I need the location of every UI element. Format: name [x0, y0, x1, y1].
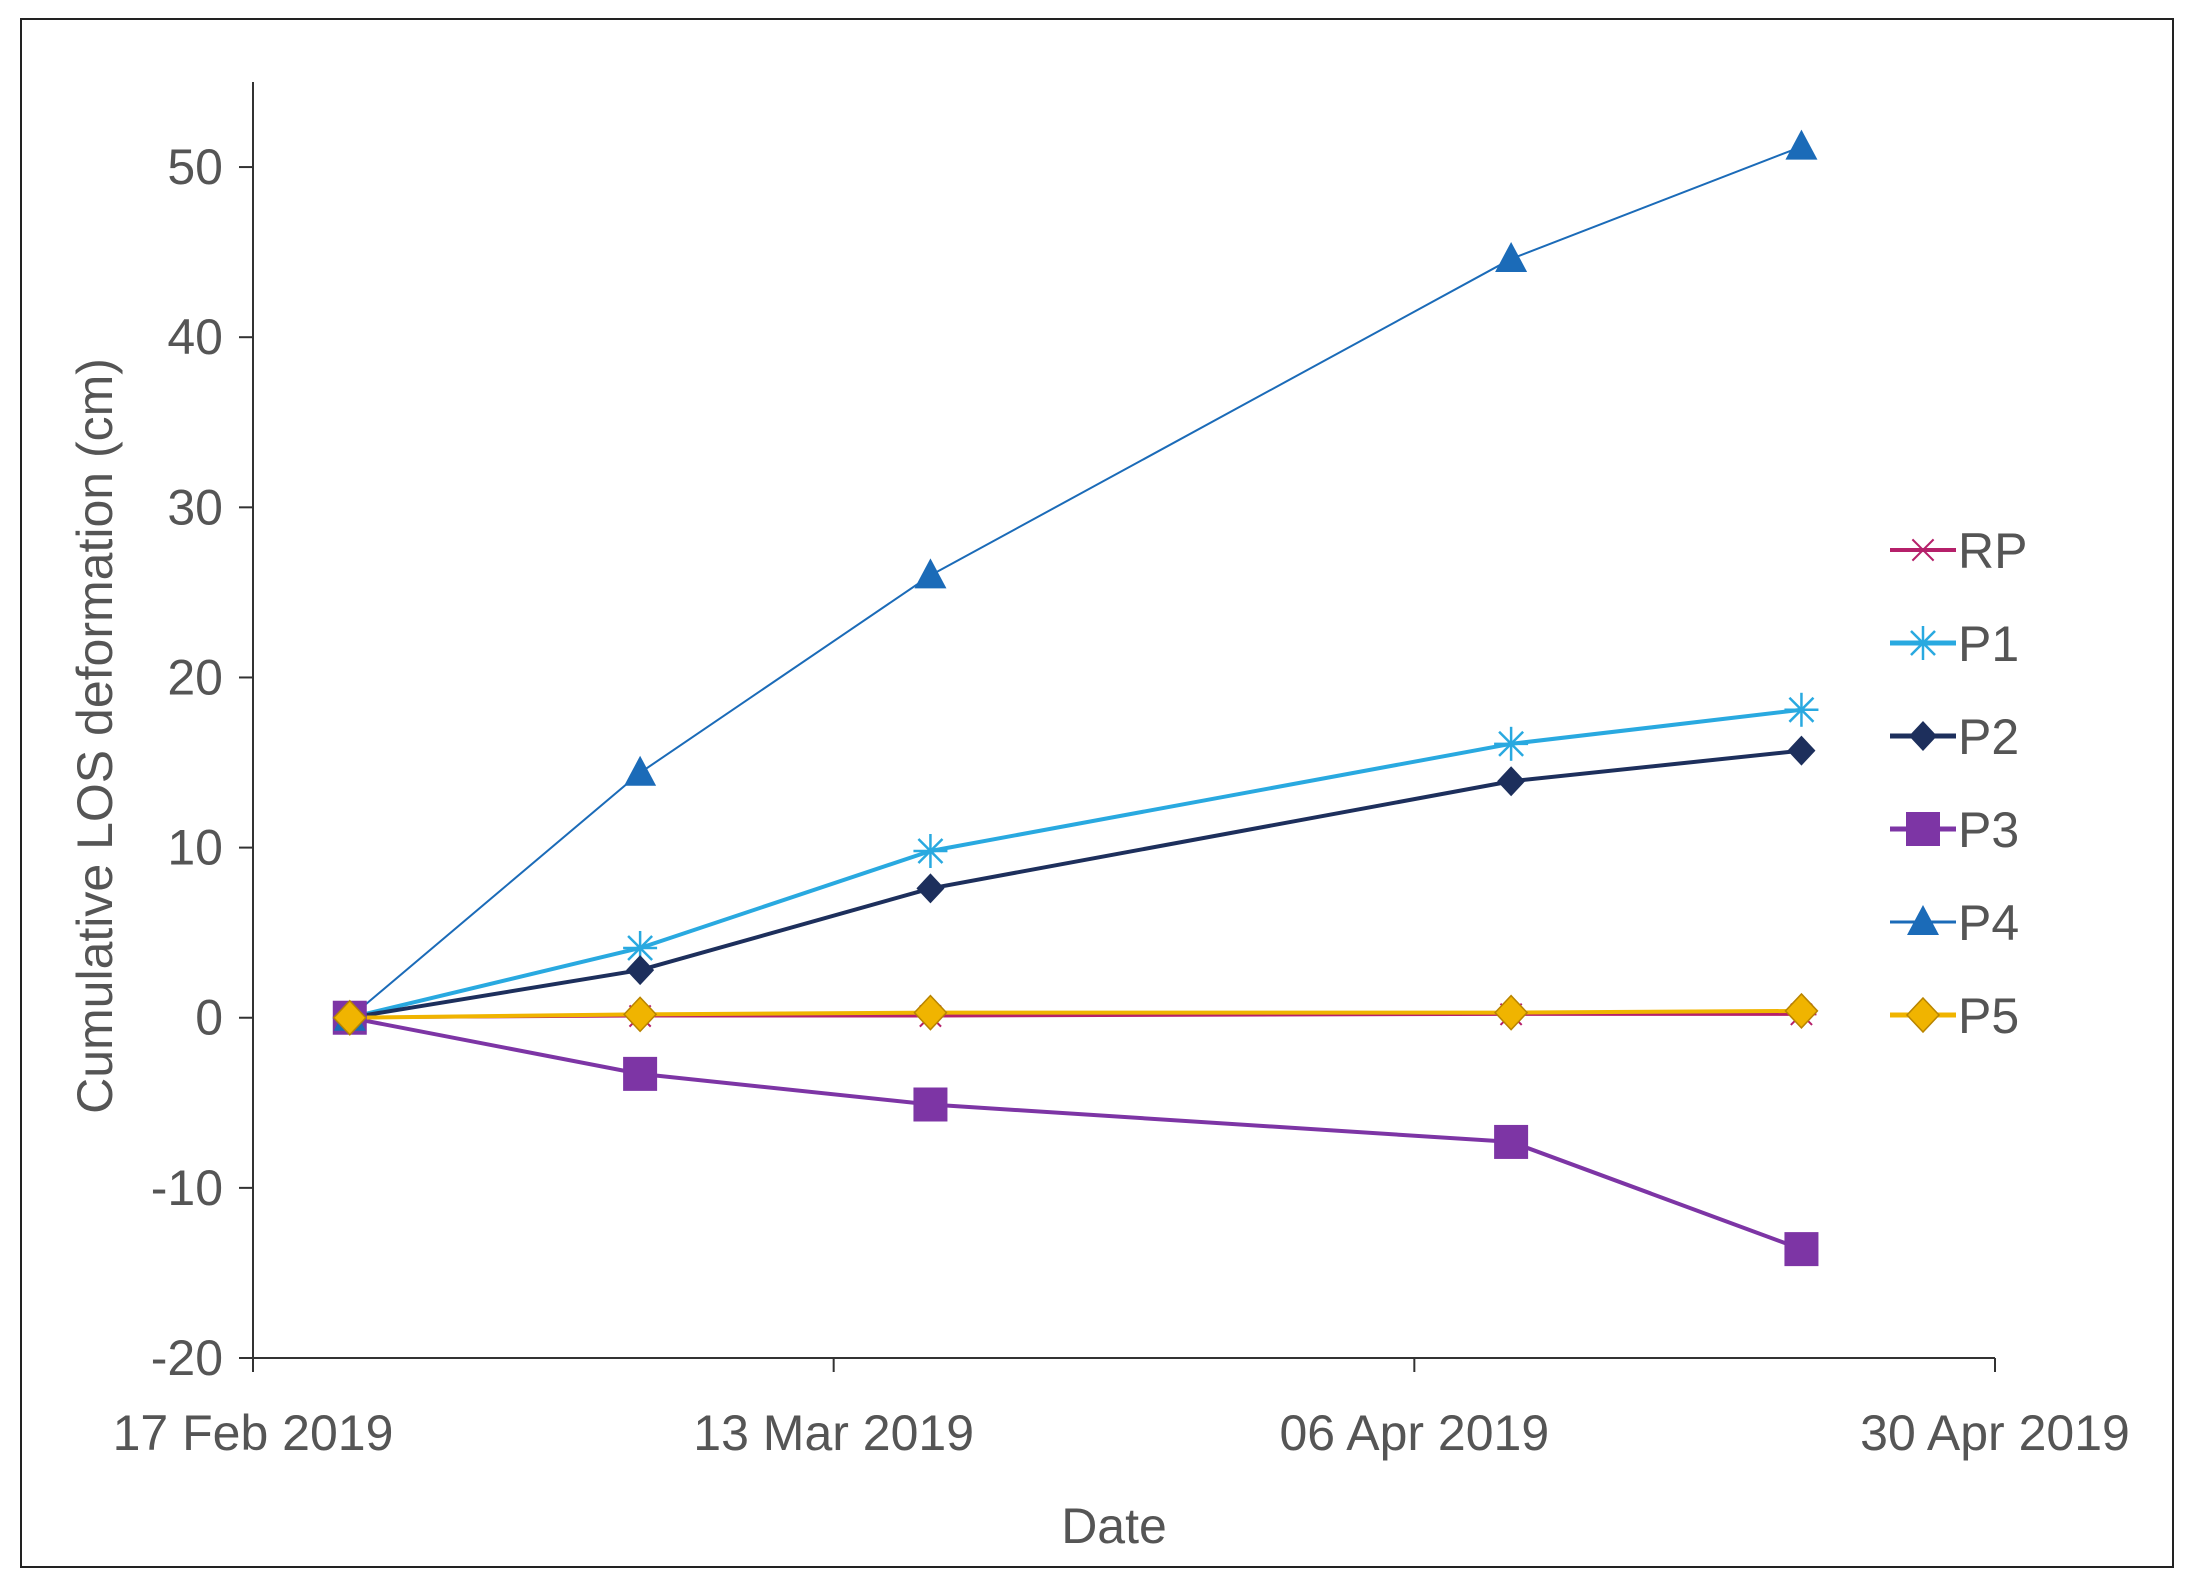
legend-item-p2: P2	[1890, 709, 2019, 765]
data-point-p1	[1494, 726, 1529, 761]
data-point-p1	[1784, 692, 1819, 727]
data-point-p3	[913, 1087, 948, 1122]
y-tick-label: -10	[151, 1160, 223, 1216]
axes: -20 -10 0 10 20 30 40 50 17 Feb 2019 13 Mar 2019 0…	[113, 82, 2130, 1461]
legend-swatch-marker	[1906, 812, 1940, 846]
legend-item-p5: P5	[1890, 988, 2019, 1044]
legend-label: P4	[1958, 895, 2019, 951]
legend-swatch-marker	[1909, 721, 1937, 751]
x-tick-label: 17 Feb 2019	[113, 1405, 394, 1461]
legend-item-p1: P1	[1890, 616, 2019, 672]
x-tick-label: 06 Apr 2019	[1279, 1405, 1549, 1461]
legend-label: P5	[1958, 988, 2019, 1044]
data-point-p5	[332, 999, 367, 1036]
y-tick-label: 40	[167, 309, 223, 365]
y-tick-label: 50	[167, 139, 223, 195]
y-tick-label: -20	[151, 1330, 223, 1386]
data-point-p4	[624, 755, 657, 786]
data-point-p3	[1494, 1124, 1529, 1159]
legend-item-p4: P4	[1890, 895, 2019, 951]
y-tick-label: 10	[167, 820, 223, 876]
series-layer	[332, 129, 1819, 1267]
data-point-p5	[623, 996, 658, 1033]
legend-label: P2	[1958, 709, 2019, 765]
legend-label: RP	[1958, 523, 2027, 579]
data-point-p3	[623, 1056, 658, 1091]
y-tick-label: 30	[167, 479, 223, 535]
line-chart: -20 -10 0 10 20 30 40 50 17 Feb 2019 13 Mar 2019 0…	[67, 82, 2130, 1554]
x-tick-label: 13 Mar 2019	[693, 1405, 974, 1461]
legend-label: P3	[1958, 802, 2019, 858]
y-axis-title: Cumulative LOS deformation (cm)	[67, 358, 123, 1114]
y-tick-label: 0	[195, 990, 223, 1046]
data-point-p4	[1495, 241, 1528, 272]
legend-item-p3: P3	[1890, 802, 2019, 858]
series-line-p3	[349, 1015, 1803, 1251]
data-point-p2	[1497, 766, 1526, 797]
legend-swatch-marker	[1906, 626, 1940, 660]
x-axis-title: Date	[1061, 1498, 1167, 1554]
x-tick-label: 30 Apr 2019	[1860, 1405, 2130, 1461]
data-point-p4	[1785, 129, 1818, 160]
series-line-p2	[349, 748, 1802, 1020]
data-point-p2	[916, 873, 945, 904]
legend-swatch-marker	[1905, 996, 1941, 1034]
data-point-p5	[913, 994, 948, 1031]
data-point-p5	[1784, 992, 1819, 1030]
data-point-p5	[1494, 994, 1529, 1031]
y-tick-label: 20	[167, 649, 223, 705]
data-point-p2	[626, 955, 655, 986]
data-point-p4	[914, 558, 947, 589]
legend-item-rp: RP	[1890, 523, 2027, 579]
legend-label: P1	[1958, 616, 2019, 672]
legend: RP P1 P2 P3 P4 P5	[1890, 523, 2027, 1044]
data-point-p2	[1787, 735, 1816, 766]
legend-swatch-marker	[1907, 905, 1939, 935]
legend-swatch-marker	[1908, 538, 1938, 562]
series-line-p4	[349, 145, 1802, 1019]
data-point-p3	[1784, 1232, 1819, 1267]
data-point-p1	[913, 834, 948, 869]
series-line-p1	[349, 707, 1802, 1020]
chart-frame: -20 -10 0 10 20 30 40 50 17 Feb 2019 13 Mar 2019 0…	[20, 18, 2174, 1568]
